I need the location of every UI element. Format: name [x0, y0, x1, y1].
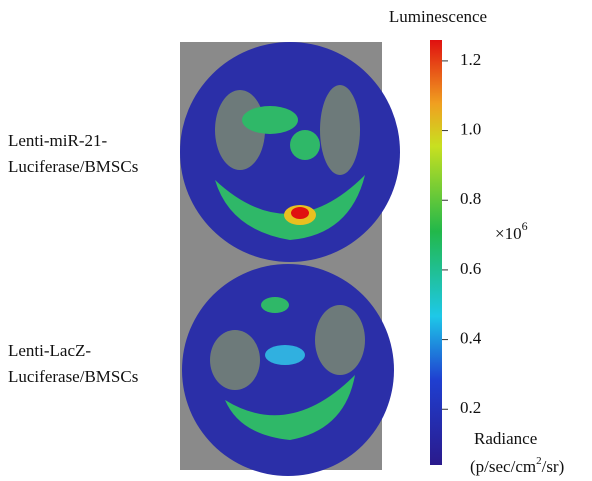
sample-label: Lenti-LacZ-: [8, 341, 91, 360]
unit-label: (p/sec/cm2/sr): [470, 455, 564, 476]
multiplier-exponent: 6: [522, 219, 528, 233]
sample-label: Luciferase/BMSCs: [8, 367, 138, 386]
tick-label: 0.4: [460, 328, 482, 347]
multiplier: ×106: [495, 219, 528, 243]
colorbar: [430, 40, 442, 465]
sample-label: Luciferase/BMSCs: [8, 157, 138, 176]
unit-part: (p/sec/cm: [470, 457, 536, 476]
multiplier-base: ×10: [495, 224, 522, 243]
sample-label: Lenti-miR-21-: [8, 131, 107, 150]
colorbar-title: Luminescence: [389, 7, 487, 26]
tick-label: 0.8: [460, 189, 481, 208]
unit-label: Radiance: [474, 429, 537, 448]
tick-label: 0.6: [460, 259, 481, 278]
tick-label: 0.2: [460, 398, 481, 417]
luminescence-image: [180, 42, 400, 476]
tick-label: 1.0: [460, 119, 481, 138]
tick-label: 1.2: [460, 50, 481, 69]
unit-part: /sr): [542, 457, 565, 476]
unit-sup: 2: [536, 455, 542, 467]
